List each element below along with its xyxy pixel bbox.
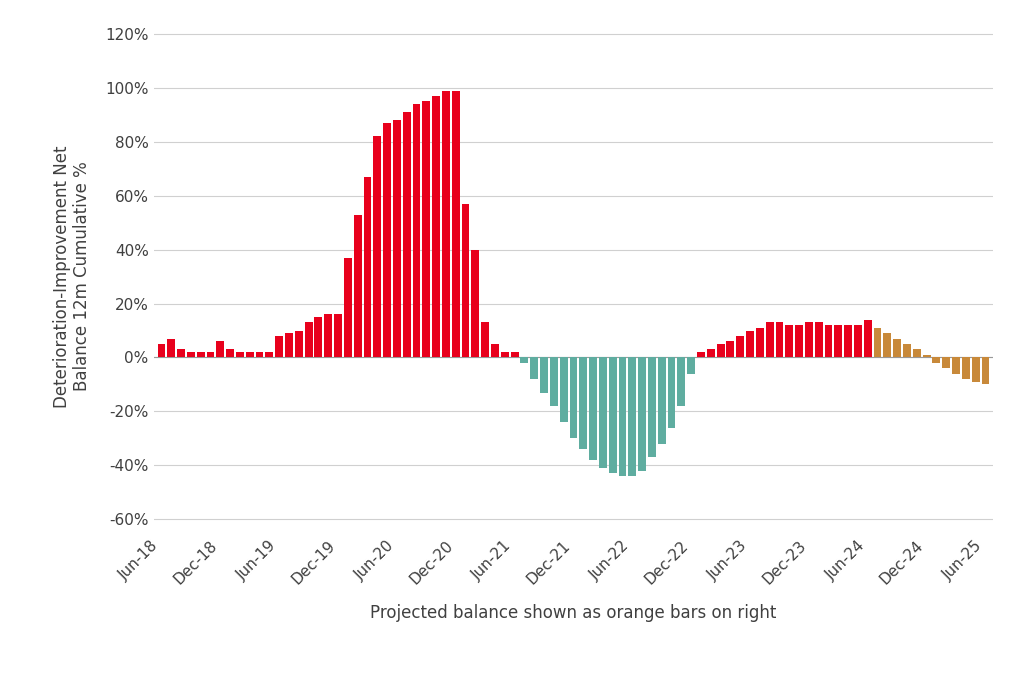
Bar <box>226 350 234 357</box>
Bar <box>520 357 528 363</box>
Bar <box>795 325 803 357</box>
Bar <box>295 331 303 357</box>
Bar <box>766 322 773 357</box>
Bar <box>236 352 244 357</box>
Bar <box>972 357 980 382</box>
Bar <box>854 325 862 357</box>
Bar <box>903 344 911 357</box>
Bar <box>608 357 616 473</box>
Bar <box>413 104 421 357</box>
Bar <box>197 352 205 357</box>
Bar <box>629 357 636 476</box>
Bar <box>873 328 882 357</box>
Bar <box>353 214 361 357</box>
Bar <box>246 352 254 357</box>
Bar <box>285 333 293 357</box>
Bar <box>305 322 312 357</box>
Bar <box>560 357 567 422</box>
Bar <box>314 317 323 357</box>
Bar <box>805 322 813 357</box>
Bar <box>844 325 852 357</box>
Bar <box>207 352 214 357</box>
Bar <box>492 344 499 357</box>
Bar <box>952 357 959 374</box>
X-axis label: Projected balance shown as orange bars on right: Projected balance shown as orange bars o… <box>371 604 776 622</box>
Bar <box>697 352 705 357</box>
Bar <box>511 352 518 357</box>
Bar <box>648 357 655 457</box>
Bar <box>775 322 783 357</box>
Bar <box>481 322 489 357</box>
Bar <box>884 333 891 357</box>
Bar <box>962 357 970 379</box>
Bar <box>462 204 469 357</box>
Bar <box>167 339 175 357</box>
Bar <box>422 101 430 357</box>
Bar <box>687 357 695 374</box>
Bar <box>912 350 921 357</box>
Bar <box>785 325 794 357</box>
Bar <box>187 352 195 357</box>
Bar <box>216 342 224 357</box>
Bar <box>599 357 607 468</box>
Bar <box>923 354 931 357</box>
Bar <box>657 357 666 444</box>
Bar <box>256 352 263 357</box>
Bar <box>158 344 165 357</box>
Bar <box>893 339 901 357</box>
Bar <box>726 342 734 357</box>
Bar <box>374 137 381 357</box>
Bar <box>530 357 539 379</box>
Bar <box>589 357 597 460</box>
Bar <box>707 350 715 357</box>
Bar <box>402 112 411 357</box>
Bar <box>177 350 185 357</box>
Bar <box>265 352 273 357</box>
Bar <box>933 357 940 363</box>
Bar <box>815 322 822 357</box>
Bar <box>364 177 372 357</box>
Bar <box>678 357 685 406</box>
Bar <box>275 336 283 357</box>
Bar <box>864 320 871 357</box>
Bar <box>540 357 548 393</box>
Bar <box>618 357 627 476</box>
Bar <box>756 328 764 357</box>
Bar <box>432 96 440 357</box>
Bar <box>580 357 587 449</box>
Bar <box>824 325 833 357</box>
Bar <box>442 91 450 357</box>
Bar <box>942 357 950 368</box>
Bar <box>717 344 725 357</box>
Bar <box>982 357 989 385</box>
Bar <box>638 357 646 471</box>
Bar <box>334 314 342 357</box>
Bar <box>452 91 460 357</box>
Bar <box>835 325 842 357</box>
Bar <box>383 123 391 357</box>
Bar <box>569 357 578 438</box>
Bar <box>550 357 558 406</box>
Bar <box>325 314 332 357</box>
Bar <box>746 331 754 357</box>
Bar <box>344 257 352 357</box>
Bar <box>736 336 744 357</box>
Bar <box>471 250 479 357</box>
Bar <box>668 357 676 428</box>
Bar <box>501 352 509 357</box>
Y-axis label: Deterioration-Improvement Net
Balance 12m Cumulative %: Deterioration-Improvement Net Balance 12… <box>52 145 91 408</box>
Bar <box>393 120 400 357</box>
